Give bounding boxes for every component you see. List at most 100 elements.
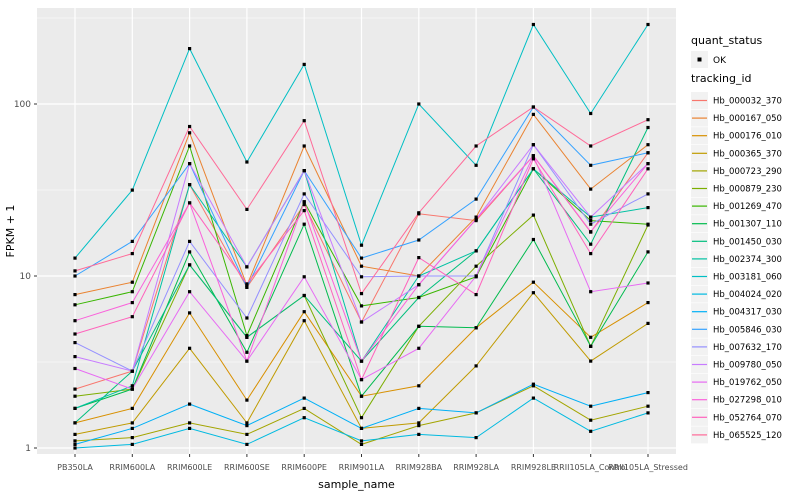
data-point-icon <box>589 335 593 339</box>
legend-label: Hb_000176_010 <box>713 132 782 142</box>
data-point-icon <box>531 143 535 147</box>
x-tick-label: RRII105LA_Stressed <box>608 463 688 472</box>
data-point-icon <box>359 359 364 363</box>
x-tick-label: RRIM901LA <box>339 463 385 472</box>
legend-item-Hb_000365_370: Hb_000365_370 <box>691 144 782 162</box>
data-point-icon <box>417 256 421 260</box>
data-point-icon <box>130 252 134 256</box>
data-point-icon <box>417 424 421 428</box>
data-point-icon <box>646 391 650 395</box>
data-point-icon <box>130 290 134 294</box>
data-point-icon <box>474 274 478 278</box>
data-point-icon <box>417 421 421 425</box>
data-point-icon <box>245 282 249 286</box>
legend-label: Hb_005846_030 <box>713 325 782 335</box>
data-point-icon <box>245 285 249 289</box>
data-point-icon <box>245 265 249 269</box>
legend-item-Hb_027298_010: Hb_027298_010 <box>691 391 782 409</box>
data-point-icon <box>245 334 249 338</box>
data-point-icon <box>130 369 134 373</box>
legend-item-Hb_000176_010: Hb_000176_010 <box>691 127 782 145</box>
data-point-icon <box>646 321 650 325</box>
x-tick-label: RRIM928BA <box>395 463 442 472</box>
data-point-icon <box>302 319 306 323</box>
data-point-icon <box>188 250 192 254</box>
data-point-icon <box>589 187 593 191</box>
data-point-icon <box>73 432 77 436</box>
data-point-icon <box>646 222 650 226</box>
data-point-icon <box>531 213 535 217</box>
data-point-icon <box>73 366 77 371</box>
data-point-icon <box>589 252 593 256</box>
data-point-icon <box>188 426 192 430</box>
data-point-icon <box>188 346 192 350</box>
data-point-icon <box>417 346 421 350</box>
data-point-icon <box>73 332 77 336</box>
data-point-icon <box>302 310 306 314</box>
data-point-icon <box>188 421 192 425</box>
data-point-icon <box>417 102 421 106</box>
legend-label: Hb_004024_020 <box>713 290 782 300</box>
data-point-icon <box>359 304 364 308</box>
legend-item-Hb_001450_030: Hb_001450_030 <box>691 232 782 250</box>
data-point-icon <box>188 263 192 267</box>
data-point-icon <box>589 429 593 433</box>
legend-label: Hb_007632_170 <box>713 343 782 353</box>
data-point-icon <box>474 436 478 440</box>
legend-label: Hb_000167_050 <box>713 114 782 124</box>
data-point-icon <box>359 439 364 443</box>
data-point-icon <box>417 324 421 328</box>
data-point-icon <box>130 384 134 388</box>
y-axis-title: FPKM + 1 <box>4 205 17 258</box>
legend-item-Hb_000032_370: Hb_000032_370 <box>691 92 782 109</box>
x-tick-label: RRIM600PE <box>281 463 327 472</box>
data-point-icon <box>73 269 77 273</box>
data-point-icon <box>589 144 593 148</box>
data-point-icon <box>417 283 421 287</box>
data-point-icon <box>73 274 77 278</box>
data-point-icon <box>359 320 364 324</box>
data-point-icon <box>73 256 77 260</box>
data-point-icon <box>589 359 593 363</box>
data-point-icon <box>646 162 650 166</box>
data-point-icon <box>302 209 306 213</box>
data-point-icon <box>130 301 134 305</box>
x-tick-label: RRIM928LA <box>453 463 499 472</box>
data-point-icon <box>474 364 478 368</box>
y-axis: 1 10 100 FPKM + 1 <box>4 100 37 454</box>
data-point-icon <box>245 359 249 363</box>
data-point-icon <box>646 125 650 130</box>
legend-label: Hb_000365_370 <box>713 149 782 159</box>
legend-label: Hb_052764_070 <box>713 413 782 423</box>
data-point-icon <box>646 281 650 285</box>
legend-item-Hb_000723_290: Hb_000723_290 <box>691 162 782 180</box>
legend-item-Hb_019762_050: Hb_019762_050 <box>691 373 782 391</box>
data-point-icon <box>359 394 364 398</box>
legend-item-Hb_065525_120: Hb_065525_120 <box>691 426 782 444</box>
data-point-icon <box>359 426 364 430</box>
data-point-icon <box>188 183 192 187</box>
data-point-icon <box>302 192 306 196</box>
data-point-icon <box>188 124 192 129</box>
legend-item-Hb_000167_050: Hb_000167_050 <box>691 109 782 127</box>
data-point-icon <box>245 350 249 354</box>
legend-item-Hb_003181_060: Hb_003181_060 <box>691 268 782 285</box>
data-point-icon <box>302 144 306 148</box>
data-point-icon <box>589 230 593 234</box>
data-point-icon <box>359 256 364 260</box>
data-point-icon <box>130 421 134 425</box>
data-point-icon <box>531 237 535 242</box>
data-point-icon <box>73 439 77 443</box>
data-point-icon <box>130 426 134 430</box>
data-point-icon <box>417 384 421 388</box>
data-point-icon <box>531 105 535 109</box>
data-point-icon <box>302 416 306 420</box>
y-tick-label: 10 <box>20 272 32 282</box>
data-point-icon <box>73 293 77 297</box>
data-point-icon <box>302 200 306 204</box>
data-point-icon <box>302 119 306 123</box>
legend-label: Hb_001269_470 <box>713 202 782 212</box>
legend-item-Hb_052764_070: Hb_052764_070 <box>691 408 782 426</box>
legend-item-Hb_005846_030: Hb_005846_030 <box>691 320 782 338</box>
